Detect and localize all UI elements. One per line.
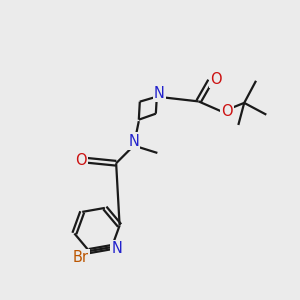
Text: N: N [128, 134, 139, 149]
Text: O: O [75, 153, 87, 168]
Text: N: N [112, 241, 122, 256]
Text: N: N [154, 85, 165, 100]
Text: Br: Br [73, 250, 89, 265]
Text: O: O [221, 104, 232, 119]
Text: O: O [210, 72, 221, 87]
